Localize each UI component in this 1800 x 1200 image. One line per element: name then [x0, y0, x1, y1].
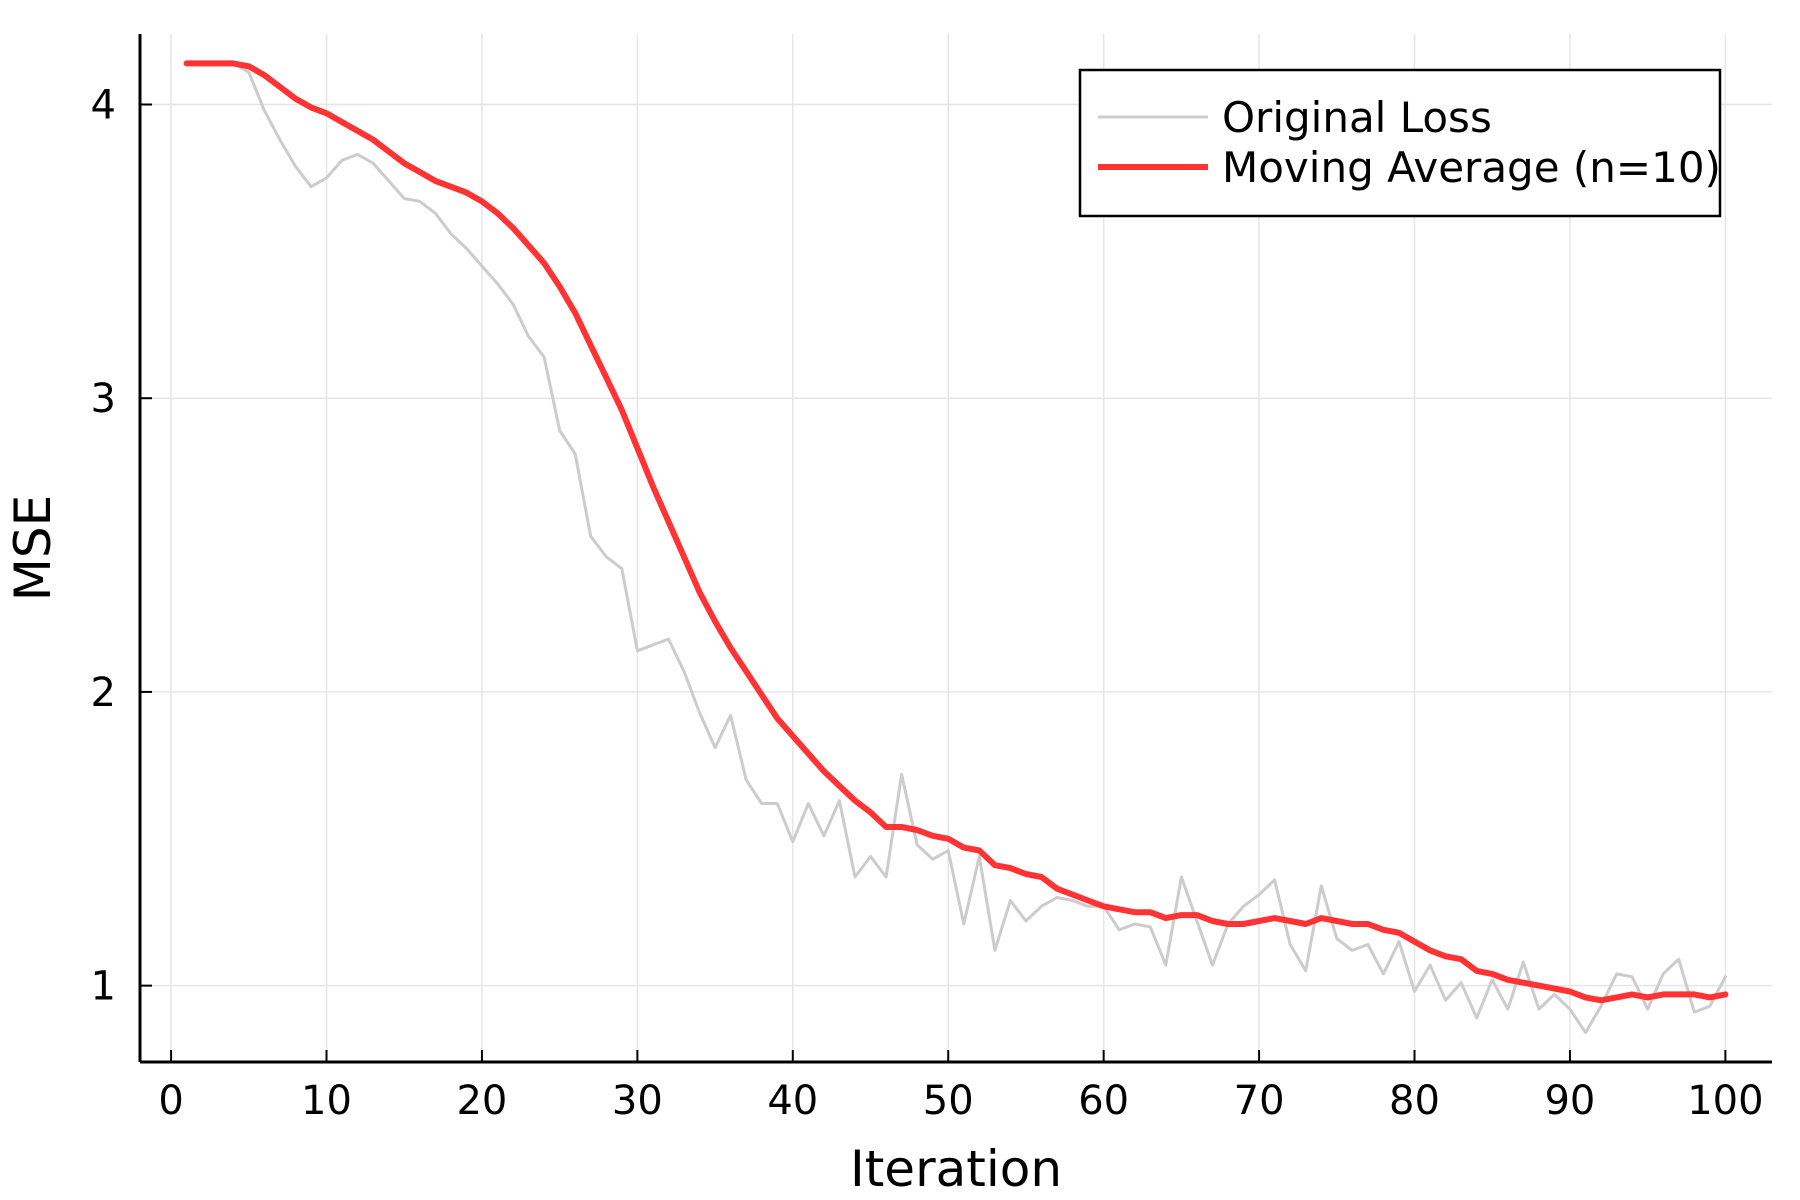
ticks: 0 10 20 30 40 50 60 70 80 90 100 1 2 3 4 [91, 82, 1764, 1124]
x-tick-label: 60 [1078, 1078, 1129, 1124]
x-tick-label: 0 [158, 1078, 183, 1124]
series-lines [183, 60, 1729, 1035]
grid [140, 34, 1772, 1062]
x-tick-label: 90 [1544, 1078, 1595, 1124]
x-tick-label: 70 [1234, 1078, 1285, 1124]
x-tick-label: 30 [612, 1078, 663, 1124]
legend-label-original-loss: Original Loss [1222, 93, 1492, 142]
x-tick-label: 100 [1687, 1078, 1763, 1124]
x-tick-label: 80 [1389, 1078, 1440, 1124]
x-tick-label: 20 [456, 1078, 507, 1124]
y-axis-title: MSE [4, 495, 62, 601]
x-tick-label: 50 [923, 1078, 974, 1124]
series-line-original-loss [185, 61, 1727, 1035]
axes [138, 34, 1772, 1064]
y-tick-label: 1 [91, 964, 116, 1010]
legend-box [1078, 68, 1722, 218]
x-tick-label: 10 [301, 1078, 352, 1124]
legend: Original Loss Moving Average (n=10) [1078, 68, 1722, 218]
x-axis-title: Iteration [850, 1140, 1062, 1198]
y-tick-label: 4 [91, 82, 116, 128]
y-tick-label: 2 [91, 670, 116, 716]
series-line-moving-average [183, 60, 1729, 1004]
legend-label-moving-average: Moving Average (n=10) [1222, 143, 1721, 192]
x-tick-label: 40 [767, 1078, 818, 1124]
y-tick-label: 3 [91, 376, 116, 422]
